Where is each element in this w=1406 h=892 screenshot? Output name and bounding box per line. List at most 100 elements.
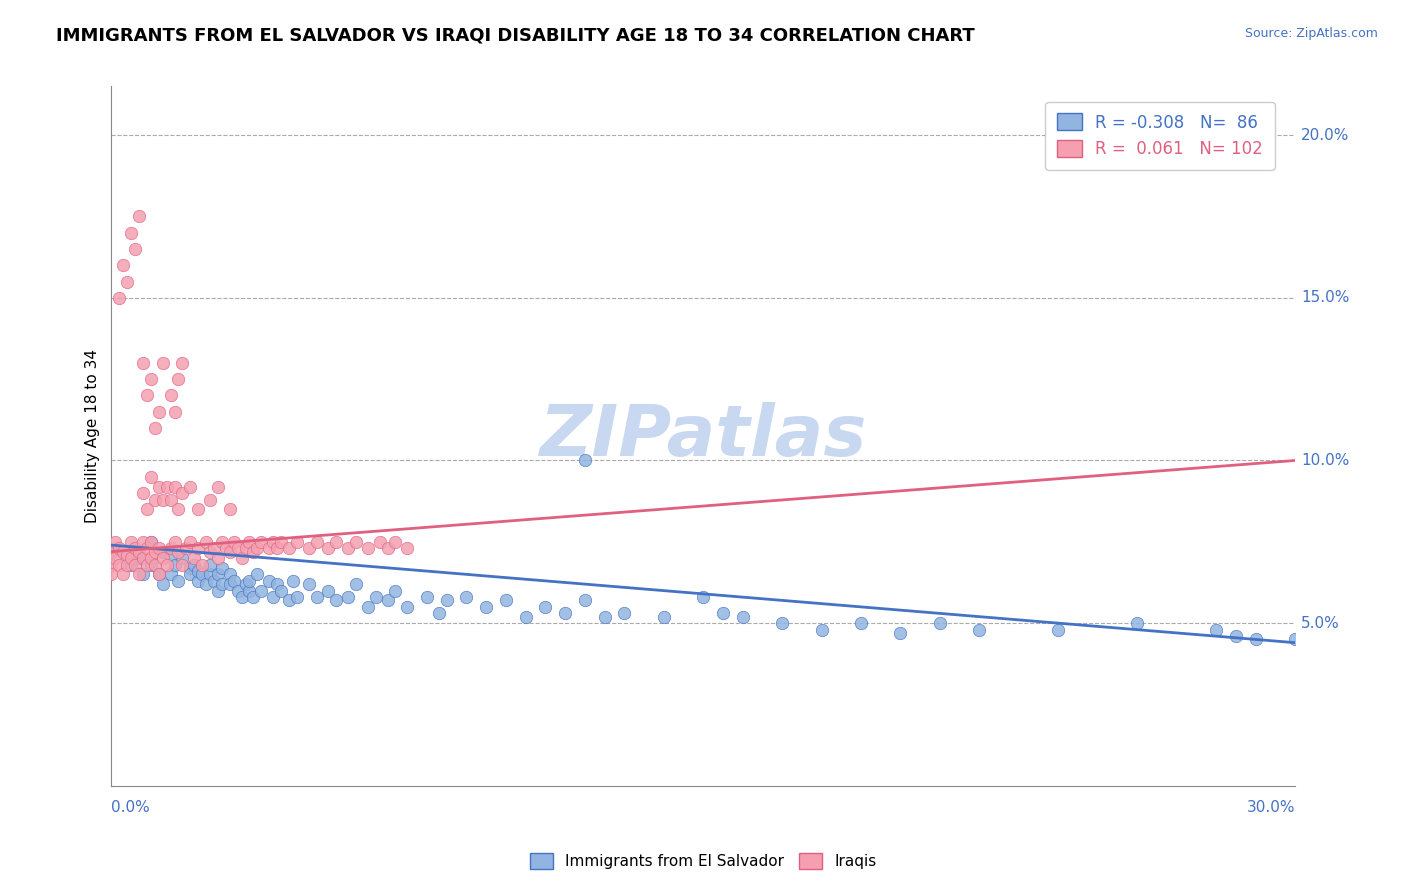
Point	[231, 590, 253, 604]
Point	[384, 534, 406, 549]
Point	[574, 453, 596, 467]
Point	[344, 534, 367, 549]
Point	[115, 275, 138, 289]
Point	[104, 551, 127, 566]
Point	[128, 544, 150, 558]
Point	[344, 577, 367, 591]
Point	[195, 577, 218, 591]
Point	[810, 623, 832, 637]
Point	[202, 541, 225, 556]
Point	[139, 372, 162, 386]
Point	[187, 502, 209, 516]
Point	[1244, 632, 1267, 647]
Point	[202, 574, 225, 588]
Point	[198, 558, 221, 572]
Point	[172, 558, 194, 572]
Point	[211, 577, 233, 591]
Text: 20.0%: 20.0%	[1301, 128, 1350, 143]
Point	[139, 534, 162, 549]
Point	[246, 541, 269, 556]
Point	[100, 558, 122, 572]
Point	[132, 356, 155, 370]
Point	[416, 590, 439, 604]
Point	[711, 607, 734, 621]
Point	[167, 574, 190, 588]
Point	[115, 558, 138, 572]
Point	[262, 534, 284, 549]
Point	[1047, 623, 1070, 637]
Point	[211, 534, 233, 549]
Point	[163, 534, 186, 549]
Point	[135, 541, 157, 556]
Point	[152, 544, 174, 558]
Point	[396, 599, 419, 614]
Point	[159, 492, 181, 507]
Point	[262, 590, 284, 604]
Point	[120, 558, 142, 572]
Legend: Immigrants from El Salvador, Iraqis: Immigrants from El Salvador, Iraqis	[523, 847, 883, 875]
Point	[195, 534, 218, 549]
Point	[159, 567, 181, 582]
Point	[112, 258, 135, 272]
Point	[163, 479, 186, 493]
Point	[235, 577, 257, 591]
Point	[198, 492, 221, 507]
Point	[337, 541, 360, 556]
Point	[215, 541, 238, 556]
Point	[139, 469, 162, 483]
Point	[364, 590, 387, 604]
Point	[179, 479, 201, 493]
Point	[242, 590, 264, 604]
Point	[515, 609, 537, 624]
Point	[250, 583, 273, 598]
Point	[436, 593, 458, 607]
Point	[270, 583, 292, 598]
Point	[143, 492, 166, 507]
Point	[132, 551, 155, 566]
Point	[368, 534, 391, 549]
Point	[770, 616, 793, 631]
Point	[692, 590, 714, 604]
Point	[139, 558, 162, 572]
Point	[384, 583, 406, 598]
Point	[318, 541, 340, 556]
Point	[207, 479, 229, 493]
Point	[226, 583, 249, 598]
Point	[207, 583, 229, 598]
Point	[108, 541, 131, 556]
Point	[167, 544, 190, 558]
Point	[218, 502, 240, 516]
Point	[889, 626, 911, 640]
Point	[222, 534, 245, 549]
Point	[593, 609, 616, 624]
Point	[156, 479, 179, 493]
Point	[1225, 629, 1247, 643]
Point	[191, 558, 214, 572]
Point	[148, 405, 170, 419]
Point	[167, 372, 190, 386]
Point	[187, 541, 209, 556]
Point	[159, 548, 181, 562]
Point	[305, 534, 328, 549]
Point	[731, 609, 754, 624]
Point	[266, 541, 288, 556]
Point	[377, 541, 399, 556]
Text: 15.0%: 15.0%	[1301, 290, 1350, 305]
Point	[112, 544, 135, 558]
Point	[124, 558, 146, 572]
Point	[120, 551, 142, 566]
Point	[238, 583, 260, 598]
Point	[427, 607, 450, 621]
Point	[120, 534, 142, 549]
Point	[152, 551, 174, 566]
Point	[1205, 623, 1227, 637]
Point	[242, 544, 264, 558]
Point	[396, 541, 419, 556]
Point	[849, 616, 872, 631]
Point	[357, 541, 380, 556]
Point	[574, 593, 596, 607]
Point	[100, 544, 122, 558]
Point	[187, 564, 209, 578]
Point	[108, 558, 131, 572]
Point	[226, 541, 249, 556]
